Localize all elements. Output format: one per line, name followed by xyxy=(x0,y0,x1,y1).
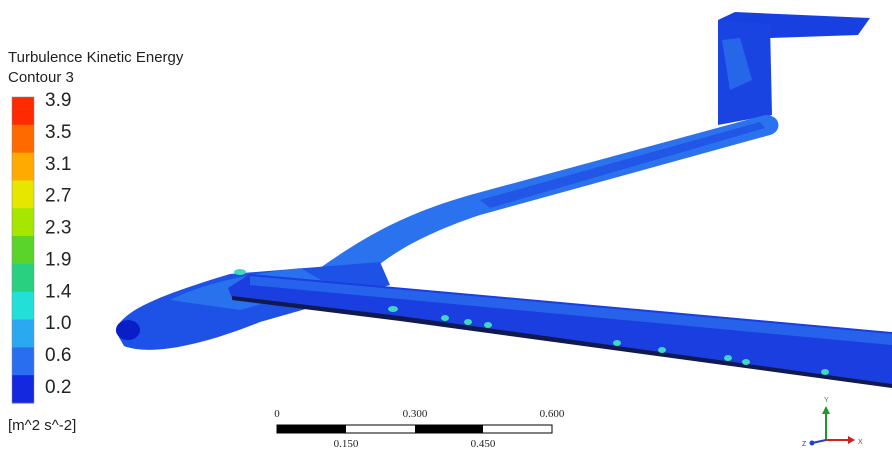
colorbar-label: 1.4 xyxy=(45,281,72,302)
scale-bar: 0 0.300 0.600 0.150 0.450 xyxy=(274,408,565,450)
colorbar-band xyxy=(12,153,34,181)
axis-triad: Y Z X xyxy=(802,397,863,448)
colorbar-label: 2.7 xyxy=(45,186,71,207)
triad-label: X xyxy=(858,439,863,446)
colorbar-label: 3.1 xyxy=(45,154,71,175)
colorbar-label: 1.0 xyxy=(45,313,71,334)
colorbar-band xyxy=(12,264,34,292)
triad-arrow xyxy=(848,436,855,444)
colorbar-band xyxy=(12,292,34,320)
scale-bar-segment xyxy=(277,425,346,433)
scale-label: 0.450 xyxy=(471,438,496,450)
triad-arrow xyxy=(810,441,815,446)
screenshot: Turbulence Kinetic Energy Contour 3 3.93… xyxy=(0,0,892,452)
triad-arrow xyxy=(822,406,830,414)
scale-label: 0.150 xyxy=(334,438,359,450)
colorbar: 3.9 3.5 3.1 2.7 2.3 1.9 1.4 1.0 0.6 0.2 xyxy=(12,90,72,403)
scale-label: 0.300 xyxy=(403,408,428,420)
scale-bar-segment xyxy=(415,425,483,433)
colorbar-band xyxy=(12,208,34,236)
colorbar-band xyxy=(12,180,34,208)
legend-subtitle: Contour 3 xyxy=(8,69,74,86)
colorbar-band xyxy=(12,236,34,264)
colorbar-label: 1.9 xyxy=(45,249,71,270)
colorbar-label: 2.3 xyxy=(45,218,71,239)
legend-title: Turbulence Kinetic Energy xyxy=(8,49,184,66)
colorbar-label: 0.6 xyxy=(45,345,71,366)
contour-patch xyxy=(480,122,765,208)
colorbar-band xyxy=(12,125,34,153)
colorbar-label: 3.5 xyxy=(45,122,71,143)
scale-label: 0.600 xyxy=(540,408,565,420)
colorbar-label: 0.2 xyxy=(45,377,71,398)
legend-unit: [m^2 s^-2] xyxy=(8,417,76,434)
triad-label: Z xyxy=(802,441,807,448)
colorbar-band xyxy=(12,347,34,375)
colorbar-band xyxy=(12,97,34,125)
nose xyxy=(116,320,140,340)
triad-label: Y xyxy=(824,397,829,404)
colorbar-band xyxy=(12,320,34,348)
colorbar-band xyxy=(12,375,34,403)
colorbar-label: 3.9 xyxy=(45,90,71,111)
aircraft-model xyxy=(116,12,892,388)
scale-label: 0 xyxy=(274,408,280,420)
